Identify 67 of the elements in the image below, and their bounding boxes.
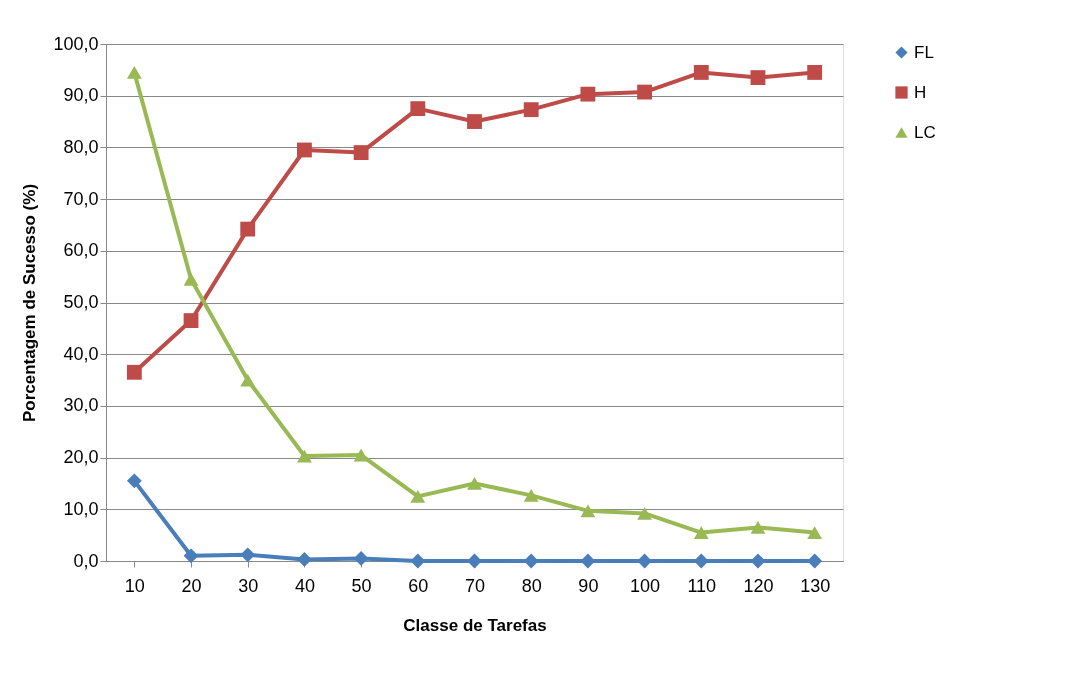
point <box>807 65 823 80</box>
x-tick-label: 30 <box>238 575 259 596</box>
point <box>353 551 369 566</box>
x-tick-label: 60 <box>408 575 429 596</box>
y-tick-label: 50,0 <box>63 292 99 312</box>
point <box>183 272 199 286</box>
point <box>523 102 539 118</box>
x-tick-label: 80 <box>521 575 542 596</box>
y-tick-label: 70,0 <box>63 188 99 209</box>
point <box>750 520 766 534</box>
x-tick-label: 20 <box>181 575 202 596</box>
point <box>637 84 652 100</box>
point <box>580 553 596 569</box>
point <box>467 114 482 129</box>
y-tick-label: 100,0 <box>53 33 99 54</box>
x-tick-label: 130 <box>800 575 831 596</box>
y-tick-label: 40,0 <box>63 343 99 364</box>
point <box>693 65 709 80</box>
point <box>297 552 312 567</box>
point <box>580 504 596 518</box>
point <box>523 553 539 569</box>
point <box>807 553 823 569</box>
point <box>410 101 426 117</box>
x-tick-label: 100 <box>630 575 661 596</box>
point <box>467 553 482 569</box>
point <box>750 70 766 86</box>
y-tick-label: 20,0 <box>63 447 99 468</box>
x-tick-label: 40 <box>294 575 315 596</box>
point <box>693 526 709 539</box>
point <box>637 553 652 569</box>
x-tick-label: 10 <box>124 575 145 596</box>
x-tick-label: 70 <box>464 575 486 596</box>
point <box>240 221 256 237</box>
legend-label: LC <box>914 122 936 142</box>
legend-label: H <box>914 82 927 102</box>
x-tick-label: 50 <box>351 575 372 596</box>
point <box>750 553 766 569</box>
y-tick-label: 80,0 <box>63 136 99 157</box>
y-axis-title: Porcentagem de Sucesso (%) <box>20 183 40 423</box>
y-tick-label: 0,0 <box>73 550 99 571</box>
point <box>523 488 539 502</box>
point <box>297 142 312 158</box>
point <box>807 526 823 539</box>
point <box>126 66 142 79</box>
point <box>183 548 199 564</box>
point <box>126 473 142 489</box>
y-tick-label: 60,0 <box>63 240 99 261</box>
y-tick-label: 10,0 <box>63 498 99 519</box>
point <box>637 507 652 520</box>
y-tick-label: 30,0 <box>63 395 99 416</box>
x-tick-label: 110 <box>687 575 717 596</box>
point <box>183 313 199 329</box>
point <box>126 364 142 380</box>
point <box>467 477 482 490</box>
point <box>353 448 369 462</box>
y-tick-label: 90,0 <box>63 85 99 106</box>
x-axis-title: Classe de Tarefas <box>403 615 547 635</box>
point <box>410 489 426 503</box>
point <box>410 553 426 569</box>
point <box>353 145 369 160</box>
point <box>240 547 256 563</box>
point <box>297 449 312 463</box>
point <box>580 86 596 102</box>
point <box>240 373 256 387</box>
x-tick-label: 120 <box>743 575 774 596</box>
legend-label: FL <box>914 42 934 62</box>
x-tick-label: 90 <box>578 575 599 596</box>
